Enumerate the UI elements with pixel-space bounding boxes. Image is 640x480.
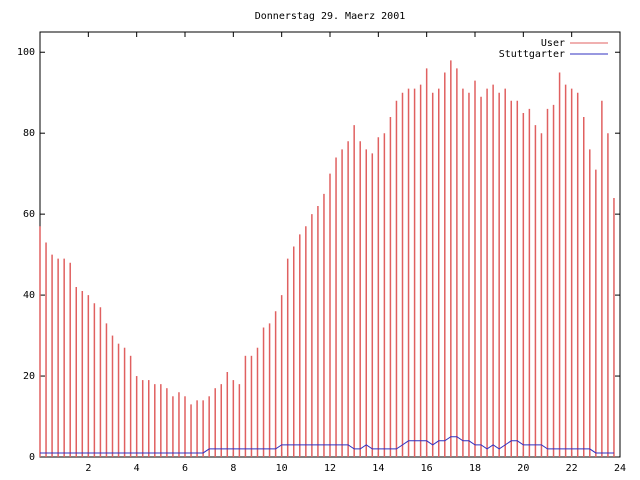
x-tick-label: 10 [276, 463, 288, 474]
x-tick-label: 22 [566, 463, 578, 474]
x-tick-label: 16 [421, 463, 433, 474]
x-tick-label: 8 [230, 463, 236, 474]
y-tick-label: 80 [23, 128, 35, 139]
x-tick-label: 24 [614, 463, 626, 474]
x-tick-label: 6 [182, 463, 188, 474]
y-tick-label: 60 [23, 209, 35, 220]
x-tick-label: 20 [517, 463, 529, 474]
legend-label: User [541, 38, 565, 49]
x-tick-label: 14 [372, 463, 384, 474]
y-tick-label: 40 [23, 290, 35, 301]
chart-title: Donnerstag 29. Maerz 2001 [255, 11, 406, 22]
y-tick-label: 0 [29, 452, 35, 463]
x-tick-label: 18 [469, 463, 481, 474]
y-tick-label: 20 [23, 371, 35, 382]
x-tick-label: 12 [324, 463, 336, 474]
x-tick-label: 2 [85, 463, 91, 474]
legend-label: Stuttgarter [499, 49, 565, 60]
line [40, 436, 614, 454]
x-tick-label: 4 [134, 463, 140, 474]
y-tick-label: 100 [17, 47, 35, 58]
